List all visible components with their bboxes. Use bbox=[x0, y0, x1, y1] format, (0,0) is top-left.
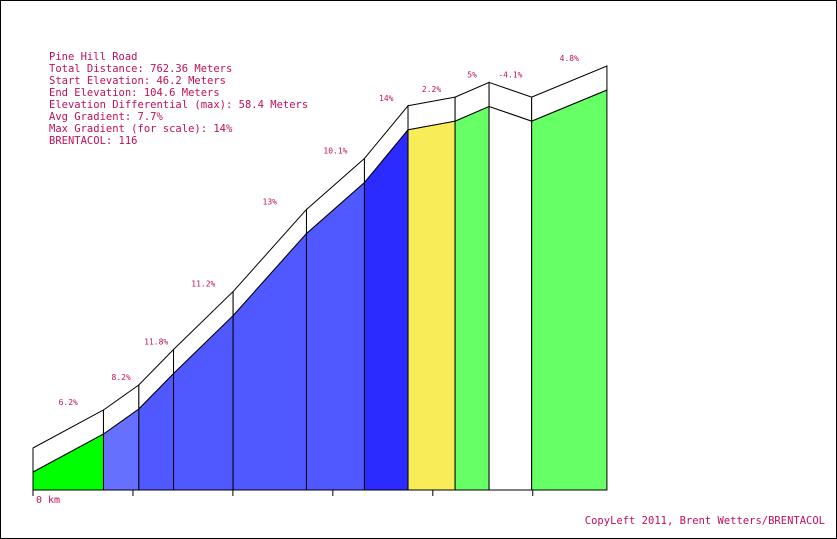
grade-label: 8.2% bbox=[112, 373, 131, 382]
segment-fill bbox=[454, 105, 490, 491]
axis-ticks bbox=[32, 490, 534, 496]
segment-road-band bbox=[531, 65, 608, 122]
grade-label: 11.8% bbox=[144, 337, 168, 346]
grade-label-layer: 6.2% 8.2% 11.8% 11.2% 13% 10.1% 14% 2.2% 5% -4.1%… bbox=[59, 54, 580, 407]
total-distance: Total Distance: 762.36 Meters bbox=[49, 63, 233, 75]
grade-label: 5% bbox=[467, 70, 477, 79]
grade-label: 4.8% bbox=[560, 54, 579, 63]
route-name: Pine Hill Road bbox=[49, 51, 138, 63]
elevation-differential: Elevation Differential (max): 58.4 Meter… bbox=[49, 99, 309, 111]
grade-label: 2.2% bbox=[422, 85, 441, 94]
segment-fill bbox=[363, 128, 409, 491]
road-band-layer bbox=[32, 65, 608, 473]
grade-label: 11.2% bbox=[191, 280, 215, 289]
segment-fill bbox=[531, 89, 608, 491]
route-info-panel: Pine Hill Road Total Distance: 762.36 Met… bbox=[49, 51, 308, 147]
segment-fill bbox=[305, 181, 365, 491]
brentacol-score: BRENTACOL: 116 bbox=[49, 135, 138, 147]
grade-label: 10.1% bbox=[323, 146, 347, 155]
grade-label: 6.2% bbox=[59, 398, 78, 407]
segment-fill bbox=[488, 105, 533, 491]
distance-axis: 0 km bbox=[32, 489, 607, 506]
segment-layer bbox=[32, 89, 608, 491]
grade-label: -4.1% bbox=[498, 70, 522, 79]
max-gradient: Max Gradient (for scale): 14% bbox=[49, 123, 233, 135]
grade-label: 13% bbox=[263, 197, 278, 206]
end-elevation: End Elevation: 104.6 Meters bbox=[49, 87, 220, 99]
grade-label: 14% bbox=[379, 94, 394, 103]
avg-gradient: Avg Gradient: 7.7% bbox=[49, 111, 163, 123]
axis-start-label: 0 km bbox=[36, 495, 60, 506]
segment-fill bbox=[407, 120, 456, 491]
start-elevation: Start Elevation: 46.2 Meters bbox=[49, 75, 227, 87]
copyleft-credit: CopyLeft 2011, Brent Wetters/BRENTACOL bbox=[584, 515, 825, 527]
